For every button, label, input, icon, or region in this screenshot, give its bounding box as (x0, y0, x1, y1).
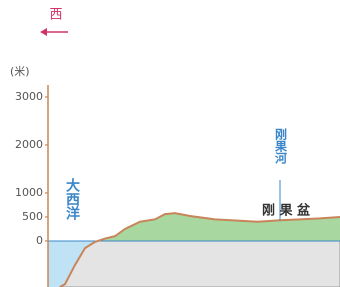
chart: 西 (米) 0 500 1000 2000 3000 大西洋 刚果河刚 果 盆 (0, 0, 340, 287)
y-tick-label: 3000 (15, 90, 43, 103)
y-tick-label: 2000 (15, 138, 43, 151)
direction-arrowhead (40, 28, 47, 36)
y-tick-label: 500 (22, 210, 43, 223)
y-tick-label: 0 (36, 234, 43, 247)
y-unit: (米) (10, 65, 30, 78)
y-tick-label: 1000 (15, 186, 43, 199)
annotation: 大西洋 (64, 177, 80, 221)
annotation: 刚果河 (274, 128, 288, 165)
direction-label: 西 (49, 8, 62, 23)
annotation: 刚 果 盆 (262, 203, 311, 219)
